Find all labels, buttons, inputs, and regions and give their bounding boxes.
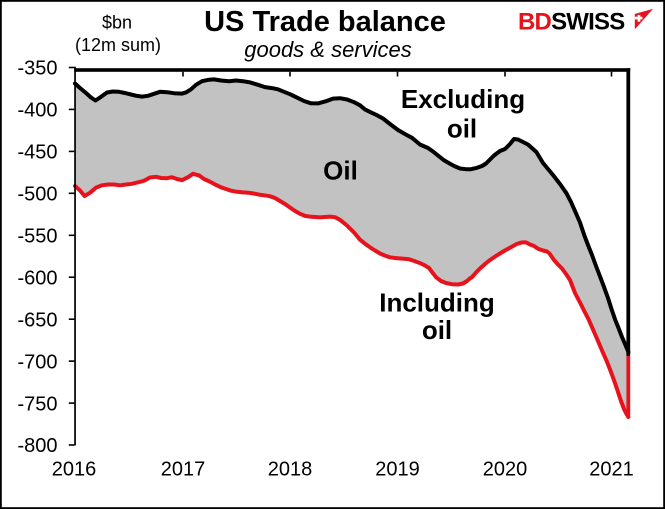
svg-text:2019: 2019 — [375, 459, 420, 481]
svg-text:2017: 2017 — [161, 459, 206, 481]
svg-text:goods & services: goods & services — [244, 37, 412, 62]
svg-text:-650: -650 — [17, 309, 57, 331]
svg-text:-750: -750 — [17, 393, 57, 415]
svg-text:Including: Including — [379, 287, 495, 317]
svg-text:BDSWISS: BDSWISS — [518, 8, 625, 35]
svg-text:-500: -500 — [17, 184, 57, 206]
svg-text:2016: 2016 — [52, 459, 97, 481]
svg-text:oil: oil — [422, 315, 452, 345]
svg-text:-550: -550 — [17, 226, 57, 248]
svg-text:-600: -600 — [17, 267, 57, 289]
svg-text:(12m sum): (12m sum) — [75, 35, 161, 55]
svg-text:oil: oil — [447, 114, 477, 144]
svg-text:-450: -450 — [17, 142, 57, 164]
svg-text:2020: 2020 — [483, 459, 528, 481]
svg-text:Excluding: Excluding — [401, 84, 525, 114]
svg-text:US Trade balance: US Trade balance — [204, 6, 446, 38]
svg-text:Oil: Oil — [323, 156, 358, 186]
svg-text:2018: 2018 — [268, 459, 313, 481]
svg-text:-400: -400 — [17, 100, 57, 122]
svg-text:$bn: $bn — [102, 13, 132, 33]
svg-text:2021: 2021 — [589, 459, 634, 481]
svg-text:-700: -700 — [17, 351, 57, 373]
svg-text:-350: -350 — [17, 58, 57, 80]
svg-text:-800: -800 — [17, 435, 57, 457]
